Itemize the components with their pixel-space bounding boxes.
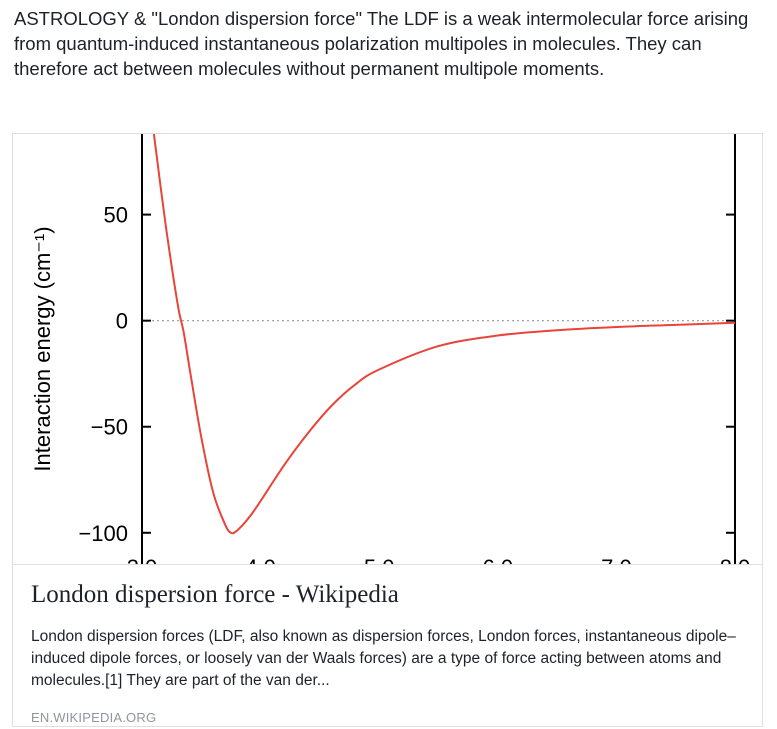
link-domain: EN.WIKIPEDIA.ORG [31, 710, 157, 725]
x-tick-label: 5.0 [364, 555, 395, 564]
interaction-energy-chart: 50 0 −50 −100 3.0 4.0 5.0 6.0 7.0 8.0 Interactio… [30, 134, 751, 564]
x-tick-label: 8.0 [720, 555, 751, 564]
y-tick-label: −100 [78, 521, 128, 546]
link-description: London dispersion forces (LDF, also know… [31, 628, 736, 689]
y-axis-label: Interaction energy (cm⁻¹) [30, 226, 55, 471]
x-tick-label: 3.0 [127, 555, 158, 564]
link-title[interactable]: London dispersion force - Wikipedia [31, 581, 399, 608]
x-tick-label: 7.0 [601, 555, 632, 564]
y-tick-label: 0 [116, 309, 128, 334]
x-tick-label: 6.0 [483, 555, 514, 564]
energy-curve [152, 134, 736, 535]
link-card-body[interactable]: London dispersion force - Wikipedia Lond… [13, 564, 762, 726]
x-tick-label: 4.0 [245, 555, 276, 564]
chart-image[interactable]: 50 0 −50 −100 3.0 4.0 5.0 6.0 7.0 8.0 Interactio… [13, 134, 762, 564]
y-tick-label: 50 [104, 203, 128, 228]
post-text: ASTROLOGY & "London dispersion force" Th… [14, 8, 749, 79]
y-tick-label: −50 [91, 415, 128, 440]
link-preview-card[interactable]: 50 0 −50 −100 3.0 4.0 5.0 6.0 7.0 8.0 Interactio… [12, 133, 763, 727]
